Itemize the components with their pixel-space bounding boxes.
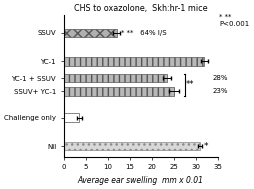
Bar [64, 142, 200, 150]
Bar [64, 74, 167, 82]
Text: * **   64% I/S: * ** 64% I/S [121, 30, 167, 36]
Text: *: * [204, 142, 209, 151]
Text: * **
P<0.001: * ** P<0.001 [219, 14, 249, 27]
Bar [64, 113, 79, 122]
Bar [64, 29, 117, 37]
X-axis label: Average ear swelling  mm x 0.01: Average ear swelling mm x 0.01 [78, 176, 204, 185]
Text: 23%: 23% [212, 88, 228, 94]
Title: CHS to oxazolone,  Skh:hr-1 mice: CHS to oxazolone, Skh:hr-1 mice [74, 4, 208, 13]
Bar [64, 57, 204, 66]
Text: **: ** [186, 80, 195, 89]
Text: 28%: 28% [212, 75, 228, 81]
Bar [64, 87, 174, 96]
